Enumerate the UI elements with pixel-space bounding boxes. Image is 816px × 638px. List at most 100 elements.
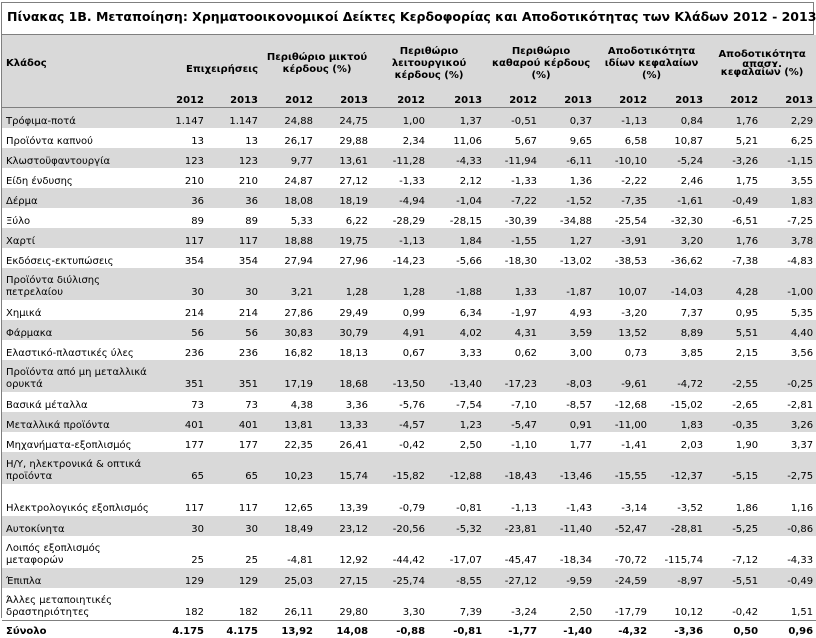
- value-cell: 1,76: [707, 228, 762, 248]
- value-cell: 210: [208, 168, 262, 188]
- value-cell: 5,35: [762, 300, 816, 320]
- value-cell: 4,31: [486, 320, 541, 340]
- value-cell: -4,57: [372, 412, 429, 432]
- header-roa: Αποδοτικότητα απασχ. κεφαλαίων (%): [707, 35, 816, 93]
- value-cell: 2,03: [651, 432, 707, 452]
- year-header: 2012: [707, 93, 762, 108]
- sector-name: Χαρτί: [2, 228, 154, 248]
- value-cell: 182: [208, 588, 262, 621]
- sector-name: Προϊόντα διύλισης πετρελαίου: [2, 268, 154, 300]
- value-cell: -7,35: [596, 188, 651, 208]
- value-cell: 1,83: [651, 412, 707, 432]
- value-cell: 4,93: [541, 300, 596, 320]
- value-cell: -32,30: [651, 208, 707, 228]
- sector-name: Χημικά: [2, 300, 154, 320]
- value-cell: -7,10: [486, 392, 541, 412]
- value-cell: -10,10: [596, 148, 651, 168]
- value-cell: -3,20: [596, 300, 651, 320]
- value-cell: -1,13: [486, 484, 541, 516]
- value-cell: 0,62: [486, 340, 541, 360]
- value-cell: 10,23: [262, 452, 317, 484]
- value-cell: 3,33: [429, 340, 486, 360]
- value-cell: 73: [208, 392, 262, 412]
- value-cell: -36,62: [651, 248, 707, 268]
- value-cell: 6,34: [429, 300, 486, 320]
- sector-name: Βασικά μέταλλα: [2, 392, 154, 412]
- value-cell: 27,86: [262, 300, 317, 320]
- value-cell: -4,83: [762, 248, 816, 268]
- total-value-cell: 4.175: [208, 621, 262, 638]
- value-cell: -11,00: [596, 412, 651, 432]
- value-cell: 0,95: [707, 300, 762, 320]
- value-cell: 2,50: [541, 588, 596, 621]
- sector-name: Εκδόσεις-εκτυπώσεις: [2, 248, 154, 268]
- value-cell: -0,35: [707, 412, 762, 432]
- value-cell: -27,12: [486, 568, 541, 588]
- value-cell: 30,83: [262, 320, 317, 340]
- year-header-blank: [2, 93, 154, 108]
- value-cell: 236: [154, 340, 208, 360]
- value-cell: -6,51: [707, 208, 762, 228]
- value-cell: 30: [208, 268, 262, 300]
- value-cell: 117: [208, 484, 262, 516]
- value-cell: 0,37: [541, 108, 596, 129]
- value-cell: -20,56: [372, 516, 429, 536]
- value-cell: 12,65: [262, 484, 317, 516]
- value-cell: -18,34: [541, 536, 596, 568]
- value-cell: 26,41: [317, 432, 372, 452]
- value-cell: 22,35: [262, 432, 317, 452]
- value-cell: 3,59: [541, 320, 596, 340]
- value-cell: 3,85: [651, 340, 707, 360]
- value-cell: 177: [208, 432, 262, 452]
- value-cell: -3,24: [486, 588, 541, 621]
- sector-name: Ηλεκτρολογικός εξοπλισμός: [2, 484, 154, 516]
- value-cell: -5,76: [372, 392, 429, 412]
- value-cell: -7,12: [707, 536, 762, 568]
- value-cell: 1,77: [541, 432, 596, 452]
- value-cell: 10,12: [651, 588, 707, 621]
- value-cell: 16,82: [262, 340, 317, 360]
- value-cell: -1,52: [541, 188, 596, 208]
- sector-name: Έπιπλα: [2, 568, 154, 588]
- value-cell: 0,84: [651, 108, 707, 129]
- value-cell: 13,61: [317, 148, 372, 168]
- value-cell: 123: [154, 148, 208, 168]
- value-cell: 214: [208, 300, 262, 320]
- total-value-cell: -4,32: [596, 621, 651, 638]
- value-cell: -13,46: [541, 452, 596, 484]
- header-sector: Κλάδος: [2, 35, 154, 93]
- value-cell: -12,88: [429, 452, 486, 484]
- value-cell: 354: [208, 248, 262, 268]
- value-cell: 1,28: [372, 268, 429, 300]
- value-cell: 1,23: [429, 412, 486, 432]
- value-cell: -1,04: [429, 188, 486, 208]
- value-cell: -1,88: [429, 268, 486, 300]
- value-cell: -9,61: [596, 360, 651, 392]
- value-cell: -34,88: [541, 208, 596, 228]
- value-cell: 1,84: [429, 228, 486, 248]
- value-cell: -2,55: [707, 360, 762, 392]
- value-cell: 30: [154, 268, 208, 300]
- total-value-cell: -3,36: [651, 621, 707, 638]
- value-cell: 29,80: [317, 588, 372, 621]
- value-cell: -1,61: [651, 188, 707, 208]
- value-cell: 7,39: [429, 588, 486, 621]
- value-cell: -12,37: [651, 452, 707, 484]
- value-cell: 8,89: [651, 320, 707, 340]
- value-cell: 182: [154, 588, 208, 621]
- value-cell: 2,34: [372, 128, 429, 148]
- value-cell: -4,81: [262, 536, 317, 568]
- value-cell: -25,54: [596, 208, 651, 228]
- page-title: Πίνακας 1Β. Μεταποίηση: Χρηματοοικονομικ…: [2, 3, 813, 35]
- value-cell: 10,87: [651, 128, 707, 148]
- header-roe: Αποδοτικότητα ιδίων κεφαλαίων (%): [596, 35, 707, 93]
- sector-name: Φάρμακα: [2, 320, 154, 340]
- value-cell: 4,38: [262, 392, 317, 412]
- value-cell: 25,03: [262, 568, 317, 588]
- value-cell: -8,97: [651, 568, 707, 588]
